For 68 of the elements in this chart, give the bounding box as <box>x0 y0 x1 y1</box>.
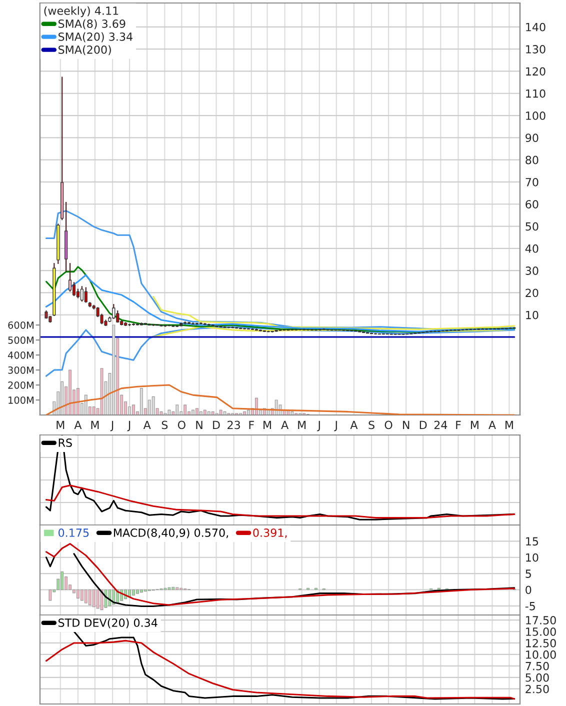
x-tick-label: M <box>298 420 306 429</box>
x-tick-label: N <box>196 420 202 429</box>
y-tick-label: 5 <box>526 570 531 578</box>
x-tick-label: A <box>488 420 496 429</box>
y-tick-label: 40 <box>525 244 538 253</box>
y-tick-label: 0 <box>526 586 532 594</box>
x-tick-label: J <box>110 420 114 432</box>
legend-title: (weekly) 4.11 <box>44 6 118 18</box>
x-tick-label: O <box>178 420 186 430</box>
y-tick-label: 90 <box>526 134 538 142</box>
y-tick-label: 100 <box>526 112 546 120</box>
x-tick-label: F <box>249 420 254 429</box>
legend-label: 0.175 <box>58 528 89 537</box>
legend-label: RS <box>58 438 72 447</box>
y-tick-label: 10 <box>526 310 538 320</box>
x-tick-label: M <box>264 420 271 429</box>
y2-tick-label: 300M <box>8 366 34 374</box>
x-tick-label: 23 <box>228 420 240 430</box>
y-tick-label: 12.50 <box>526 638 556 648</box>
x-tick-label: F <box>456 420 461 429</box>
y-tick-label: 20 <box>526 288 538 298</box>
y2-tick-label: 500M <box>8 336 34 344</box>
x-tick-label: A <box>143 420 151 429</box>
x-tick-label: M <box>91 420 99 429</box>
y2-tick-label: 600M <box>8 321 34 329</box>
y2-tick-label: 100M <box>8 396 34 404</box>
legend-label: SMA(20) 3.34 <box>58 32 132 42</box>
x-tick-label: J <box>127 420 130 432</box>
y-tick-label: 10.00 <box>526 650 556 659</box>
y-tick-label: -5 <box>525 602 535 610</box>
y-tick-label: 17.50 <box>526 616 556 624</box>
x-tick-label: S <box>162 420 168 430</box>
x-tick-label: J <box>317 420 320 432</box>
legend-label: MACD(8,40,9) 0.570, <box>114 528 228 538</box>
x-tick-label: M <box>506 420 513 429</box>
legend-label: 0.391, <box>253 528 287 538</box>
y-tick-label: 5.00 <box>526 673 549 682</box>
x-tick-label: 24 <box>434 420 448 429</box>
y2-tick-label: 200M <box>8 381 34 389</box>
legend-label: SMA(8) 3.69 <box>58 19 126 30</box>
x-tick-label: M <box>470 420 478 429</box>
y-tick-label: 30 <box>526 266 538 275</box>
x-tick-label: J <box>334 420 337 432</box>
legend-label: SMA(200) <box>58 45 111 56</box>
x-tick-label: D <box>420 420 427 429</box>
y2-tick-label: 400M <box>8 351 34 359</box>
legend-label: STD DEV(20) 0.34 <box>58 618 158 628</box>
x-tick-label: A <box>350 420 358 429</box>
x-tick-label: D <box>213 420 220 429</box>
x-tick-label: S <box>368 420 374 430</box>
x-tick-label: O <box>384 420 392 430</box>
y-tick-label: 60 <box>526 200 538 209</box>
x-tick-label: N <box>403 420 410 429</box>
y-tick-label: 120 <box>526 67 546 76</box>
y-tick-label: 7.50 <box>526 662 549 670</box>
y-tick-label: 10 <box>526 553 538 562</box>
x-tick-label: A <box>281 420 289 429</box>
y-tick-label: 50 <box>526 222 538 231</box>
y-tick-label: 2.50 <box>526 684 549 694</box>
y-tick-label: 15.00 <box>526 627 556 636</box>
y-tick-label: 140 <box>526 22 546 32</box>
y-tick-label: 70 <box>526 178 538 186</box>
x-tick-label: A <box>74 420 82 429</box>
y-tick-label: 80 <box>526 156 538 164</box>
y-tick-label: 15 <box>526 537 538 546</box>
y-tick-label: 130 <box>526 45 546 54</box>
y-tick-label: 110 <box>526 89 546 98</box>
x-tick-label: M <box>56 420 64 429</box>
